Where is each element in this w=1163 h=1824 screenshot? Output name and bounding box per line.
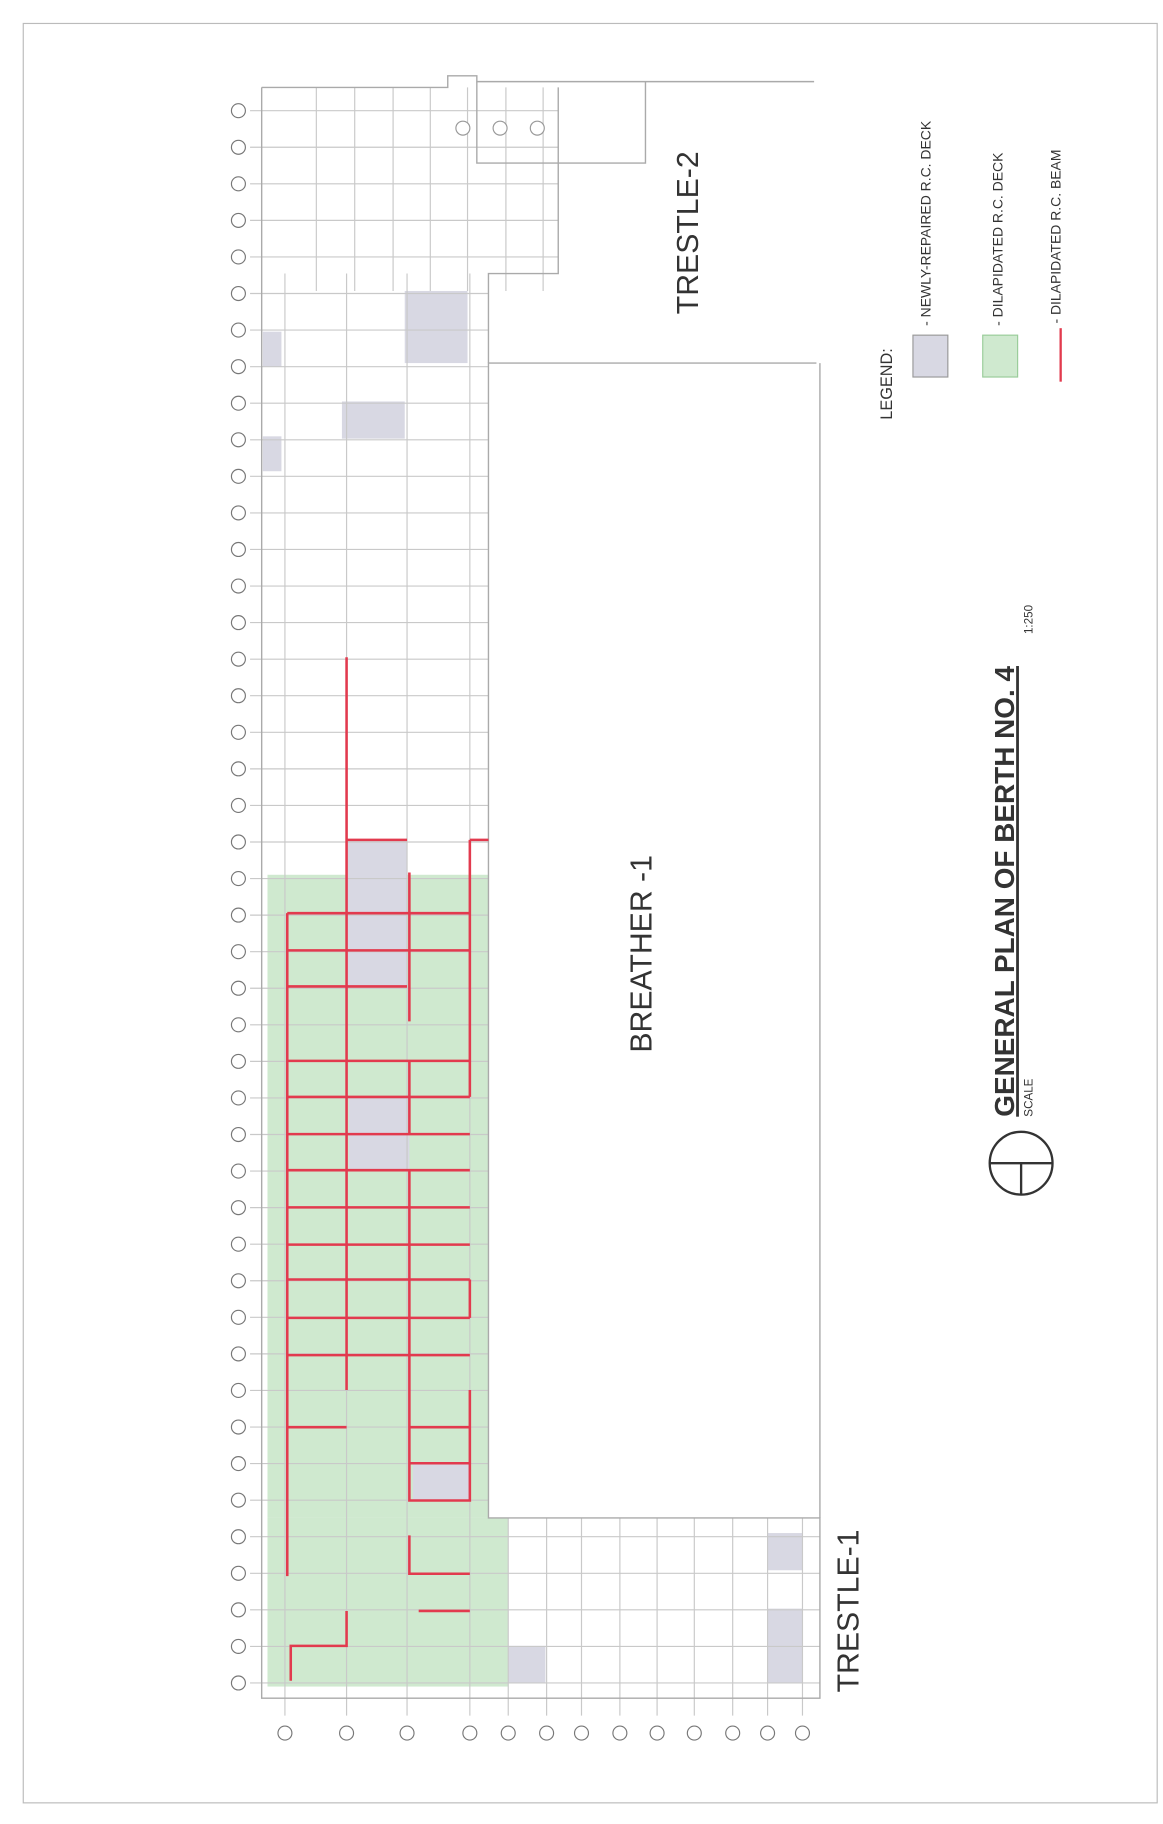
grid-bubble <box>231 104 245 118</box>
grid-bubble <box>231 1603 245 1617</box>
grid-bubble <box>231 323 245 337</box>
grid-bubble <box>231 1676 245 1690</box>
grid-bubble <box>231 981 245 995</box>
grid-bubble <box>231 1530 245 1544</box>
grid-bubble <box>231 1457 245 1471</box>
pile-marker <box>493 121 507 135</box>
drawing-title: GENERAL PLAN OF BERTH NO. 4 <box>989 666 1020 1117</box>
grid-bubble <box>400 1726 414 1740</box>
grid-bubble <box>687 1726 701 1740</box>
grid-bubble <box>231 872 245 886</box>
grid-bubble <box>231 1566 245 1580</box>
grid-bubble <box>231 835 245 849</box>
grid-bubble <box>231 1347 245 1361</box>
grid-bubble <box>231 579 245 593</box>
grid-bubble <box>231 213 245 227</box>
grid-bubble <box>231 1639 245 1653</box>
grid-bubble <box>231 945 245 959</box>
grid-bubble <box>231 616 245 630</box>
grid-bubble <box>231 1054 245 1068</box>
grid-bubble <box>501 1726 515 1740</box>
grid-bubble <box>231 506 245 520</box>
grid-bubble <box>231 396 245 410</box>
grid-bubble <box>726 1726 740 1740</box>
legend-item: - DILAPIDATED R.C. BEAM <box>1048 150 1064 324</box>
grid-bubble <box>231 1493 245 1507</box>
pile-marker <box>456 121 470 135</box>
trestle-2-label: TRESTLE-2 <box>672 151 705 314</box>
grid-bubble <box>231 1164 245 1178</box>
legend-swatch-dilapidated <box>983 335 1018 377</box>
grid-bubble <box>231 177 245 191</box>
grid-bubble <box>340 1726 354 1740</box>
grid-bubble <box>231 798 245 812</box>
grid-bubble <box>231 360 245 374</box>
grid-bubble <box>231 1310 245 1324</box>
grid-bubble <box>231 469 245 483</box>
grid-bubble <box>231 908 245 922</box>
grid-bubble <box>231 1201 245 1215</box>
grid-bubble <box>613 1726 627 1740</box>
legend-swatch-repaired <box>913 335 948 377</box>
grid-bubble <box>231 1420 245 1434</box>
grid-bubble <box>231 1383 245 1397</box>
grid-bubble <box>231 762 245 776</box>
grid-bubble <box>231 1018 245 1032</box>
grid-bubble <box>575 1726 589 1740</box>
grid-bubble <box>278 1726 292 1740</box>
grid-bubble <box>463 1726 477 1740</box>
legend-title: LEGEND: <box>878 348 896 419</box>
grid-bubble <box>231 1091 245 1105</box>
grid-bubble <box>540 1726 554 1740</box>
grid-bubble <box>231 652 245 666</box>
trestle-1-label: TRESTLE-1 <box>832 1530 865 1693</box>
pile-marker <box>530 121 544 135</box>
scale-label: SCALE <box>1023 1078 1036 1116</box>
legend-item: - DILAPIDATED R.C. DECK <box>990 152 1006 326</box>
grid-bubble <box>761 1726 775 1740</box>
grid-bubble <box>231 287 245 301</box>
grid-bubble <box>231 1128 245 1142</box>
grid-bubble <box>231 725 245 739</box>
grid-bubble <box>231 689 245 703</box>
legend-item: - NEWLY-REPAIRED R.C. DECK <box>917 120 933 326</box>
grid-bubble <box>231 1274 245 1288</box>
grid-bubble <box>231 433 245 447</box>
scale-value: 1:250 <box>1023 604 1036 634</box>
grid-bubble <box>650 1726 664 1740</box>
grid-bubble <box>231 140 245 154</box>
breather-label: BREATHER -1 <box>625 855 658 1053</box>
grid-bubble <box>231 1237 245 1251</box>
grid-bubble <box>231 542 245 556</box>
grid-bubble <box>795 1726 809 1740</box>
drawing-sheet: TRESTLE-2 BREATHER -1 TRESTLE-1 LEGEND: … <box>0 0 1163 1824</box>
grid-bubble <box>231 250 245 264</box>
